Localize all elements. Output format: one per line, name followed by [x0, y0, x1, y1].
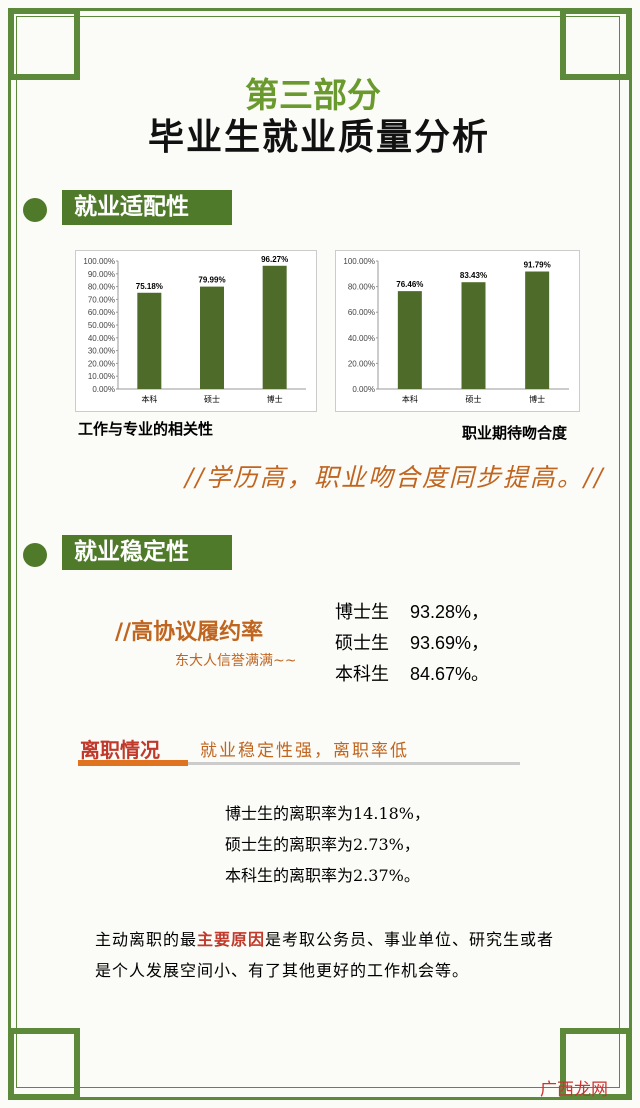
- part-label: 第三部分: [245, 76, 381, 116]
- chart-frame: 0.00% 10.00% 20.00% 30.00% 40.00% 50.00% 60.00…: [75, 250, 317, 412]
- value-label: 75.18%: [136, 282, 163, 291]
- y-tick-label: 100.00%: [343, 257, 375, 266]
- chart-caption: 工作与专业的相关性: [78, 420, 214, 438]
- corner: [8, 1028, 80, 1100]
- value-label: 96.27%: [261, 255, 288, 264]
- text: 主动离职的最: [95, 930, 198, 949]
- bar: [525, 271, 550, 389]
- border-inner: [16, 16, 620, 1088]
- chart: 0.00% 20.00% 40.00% 60.00% 80.00% 100.00% 76.4…: [343, 257, 569, 404]
- y-tick-label: 90.00%: [88, 270, 115, 279]
- rate-value: 84.67%。: [410, 664, 490, 684]
- y-tick-label: 0.00%: [352, 385, 375, 394]
- y-tick-label: 60.00%: [88, 308, 115, 317]
- value-label: 91.79%: [524, 261, 551, 270]
- y-tick-label: 80.00%: [88, 283, 115, 292]
- y-tick-label: 0.00%: [92, 385, 115, 394]
- bar: [262, 265, 287, 389]
- value-label: 79.99%: [198, 276, 225, 285]
- emphasis: 主要原因: [197, 930, 266, 949]
- rate-value: 93.28%，: [410, 602, 490, 622]
- y-tick-label: 30.00%: [88, 347, 115, 356]
- rate-value: 93.69%，: [410, 633, 490, 653]
- bullet: [23, 543, 47, 567]
- bar: [137, 292, 162, 389]
- reason: 主动离职的最主要原因是考取公务员、事业单位、研究生或者是个人发展空间小、有了其他…: [95, 924, 555, 986]
- watermark: 广西龙网: [540, 1080, 608, 1100]
- x-tick-label: 硕士: [204, 394, 220, 404]
- underline: [188, 762, 520, 765]
- resign-title: 离职情况: [80, 738, 160, 762]
- chart-caption: 职业期待吻合度: [462, 424, 568, 442]
- underline: [78, 760, 188, 766]
- y-tick-label: 40.00%: [348, 334, 375, 343]
- y-tick-label: 70.00%: [88, 295, 115, 304]
- corner: [560, 8, 632, 80]
- resign-line: 本科生的离职率为2.37%。: [225, 866, 420, 885]
- section-heading: 就业稳定性: [62, 535, 232, 570]
- note: 东大人信誉满满~~: [175, 653, 297, 669]
- rate-label: 硕士生: [335, 633, 389, 654]
- y-tick-label: 80.00%: [348, 283, 375, 292]
- y-tick-label: 100.00%: [83, 257, 115, 266]
- resign-line: 硕士生的离职率为2.73%，: [225, 835, 420, 854]
- text: 是考取公务员、事业单位、研究生或者是个人发展空间小、有了其他更好的工作机会等。: [95, 930, 555, 980]
- bar: [461, 282, 486, 389]
- border: [8, 8, 632, 1100]
- resign-line: 博士生的离职率为14.18%，: [225, 804, 431, 823]
- page-title: 毕业生就业质量分析: [148, 116, 491, 158]
- bullet: [23, 198, 47, 222]
- value-label: 76.46%: [396, 280, 423, 289]
- bar: [397, 291, 422, 389]
- rate-label: 本科生: [335, 664, 389, 685]
- rate-label: 博士生: [335, 602, 389, 623]
- value-label: 83.43%: [460, 271, 487, 280]
- x-tick-label: 博士: [267, 394, 283, 404]
- chart: 0.00% 10.00% 20.00% 30.00% 40.00% 50.00% 60.00…: [83, 255, 306, 404]
- x-tick-label: 本科: [402, 394, 418, 404]
- chart-frame: 0.00% 20.00% 40.00% 60.00% 80.00% 100.00% 76.4…: [335, 250, 580, 412]
- y-tick-label: 40.00%: [88, 334, 115, 343]
- y-tick-label: 60.00%: [348, 308, 375, 317]
- y-tick-label: 20.00%: [348, 359, 375, 368]
- resign-tagline: 就业稳定性强，离职率低: [200, 741, 409, 761]
- corner: [560, 1028, 632, 1100]
- y-tick-label: 10.00%: [88, 372, 115, 381]
- subheading: //高协议履约率: [115, 619, 264, 645]
- x-tick-label: 硕士: [466, 394, 482, 404]
- y-tick-label: 50.00%: [88, 321, 115, 330]
- section-heading: 就业适配性: [62, 190, 232, 225]
- slogan: //学历高，职业吻合度同步提高。//: [185, 463, 605, 492]
- corner: [8, 8, 80, 80]
- x-tick-label: 博士: [529, 394, 545, 404]
- x-tick-label: 本科: [141, 394, 157, 404]
- bar: [200, 286, 224, 389]
- y-tick-label: 20.00%: [88, 359, 115, 368]
